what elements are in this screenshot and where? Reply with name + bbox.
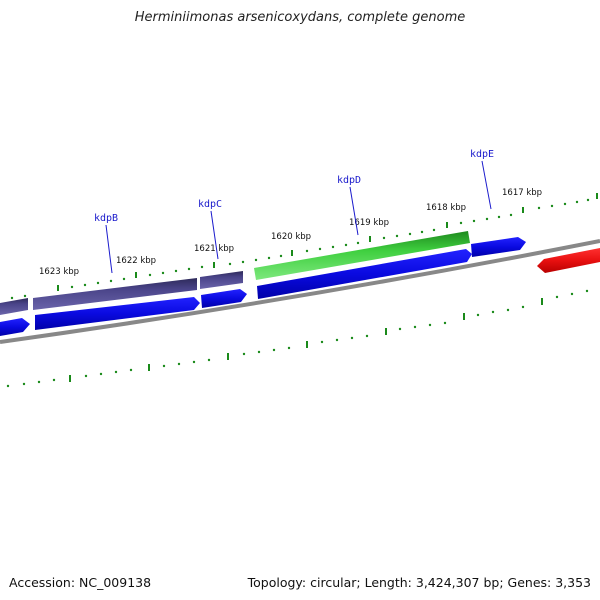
gene-label-kdpC: kdpC (198, 199, 222, 210)
genome-stats-text: Topology: circular; Length: 3,424,307 bp… (247, 575, 591, 590)
gene-labels: kdpE kdpD kdpC kdpB (94, 149, 494, 274)
gene-arrow (257, 249, 472, 299)
ruler-label: 1622 kbp (116, 256, 156, 266)
genome-title: Herminiimonas arsenicoxydans, complete g… (134, 10, 466, 25)
ruler-label: 1619 kbp (349, 218, 389, 228)
gene-label-kdpB: kdpB (94, 213, 118, 224)
ruler-label: 1617 kbp (502, 188, 542, 198)
gene-arrow (0, 318, 30, 336)
gene-block-kdpB (33, 278, 197, 310)
outer-ruler (10, 193, 598, 300)
gene-label-kdpD: kdpD (337, 175, 361, 186)
gene-arrow (201, 289, 247, 308)
forward-strand-genes (0, 231, 526, 315)
gene-arrow (35, 297, 200, 330)
gene-label-kdpE: kdpE (470, 149, 494, 160)
genome-backbone (0, 239, 600, 344)
gene-block-kdpC (200, 271, 243, 289)
gene-arrow-red (537, 248, 600, 273)
ruler-label: 1621 kbp (194, 244, 234, 254)
reverse-strand-genes (0, 249, 472, 336)
ruler-label: 1618 kbp (426, 203, 466, 213)
ruler-label: 1620 kbp (271, 232, 311, 242)
gene-block-kdpD (254, 231, 470, 280)
gene-arrow-kdpE (471, 237, 526, 257)
ruler-labels: 1617 kbp 1618 kbp 1619 kbp 1620 kbp 1621… (39, 188, 542, 277)
ruler-label: 1623 kbp (39, 267, 79, 277)
inner-ruler (6, 289, 589, 388)
gene-block (0, 298, 28, 315)
accession-text: Accession: NC_009138 (9, 575, 152, 590)
